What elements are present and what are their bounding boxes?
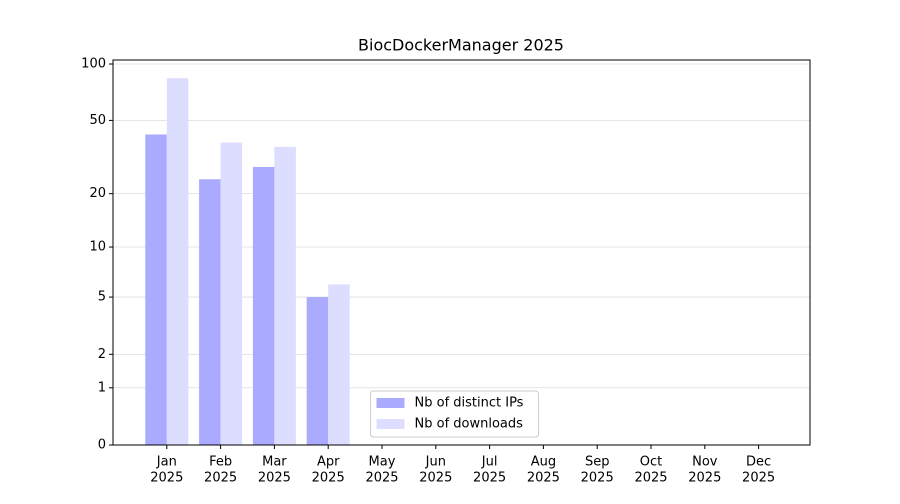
- x-tick-label: 2025: [312, 471, 345, 486]
- x-tick-label: Oct: [640, 455, 662, 470]
- x-tick-label: 2025: [419, 471, 452, 486]
- x-tick-label: Jun: [425, 455, 446, 470]
- x-tick-label: Nov: [692, 455, 718, 470]
- legend-label: Nb of downloads: [415, 417, 524, 432]
- x-tick-label: Mar: [262, 455, 287, 470]
- x-tick-label: Dec: [746, 455, 771, 470]
- legend-label: Nb of distinct IPs: [415, 396, 524, 411]
- x-tick-label: Sep: [585, 455, 610, 470]
- x-tick-label: Feb: [209, 455, 232, 470]
- y-tick-label: 10: [89, 240, 106, 255]
- x-tick-label: Aug: [531, 455, 556, 470]
- y-tick-label: 5: [98, 290, 106, 305]
- y-tick-label: 1: [98, 380, 106, 395]
- bar: [306, 297, 329, 445]
- bar: [274, 146, 296, 445]
- legend-swatch: [376, 419, 405, 429]
- y-tick-label: 100: [81, 56, 106, 71]
- bar: [328, 284, 350, 445]
- bar: [166, 78, 189, 445]
- x-tick-label: 2025: [688, 471, 721, 486]
- y-tick-label: 2: [98, 347, 106, 362]
- y-tick-label: 20: [89, 186, 106, 201]
- y-tick-label: 0: [98, 438, 106, 453]
- x-tick-label: Jul: [481, 455, 498, 470]
- x-tick-label: 2025: [581, 471, 614, 486]
- x-tick-label: Apr: [317, 455, 340, 470]
- bar: [220, 142, 243, 445]
- chart-title: BiocDockerManager 2025: [358, 36, 564, 55]
- x-tick-label: 2025: [634, 471, 667, 486]
- x-tick-label: Jan: [156, 455, 177, 470]
- x-tick-label: 2025: [150, 471, 183, 486]
- bar: [199, 179, 221, 445]
- x-tick-label: 2025: [365, 471, 398, 486]
- x-tick-label: 2025: [527, 471, 560, 486]
- x-tick-label: 2025: [204, 471, 237, 486]
- plot-frame: [112, 59, 811, 446]
- x-tick-label: 2025: [258, 471, 291, 486]
- bar: [252, 167, 275, 445]
- legend-swatch: [376, 398, 405, 408]
- bar: [145, 134, 167, 445]
- x-tick-label: 2025: [742, 471, 775, 486]
- x-tick-label: May: [369, 455, 396, 470]
- x-tick-label: 2025: [473, 471, 506, 486]
- legend-box: [370, 390, 539, 438]
- y-tick-label: 50: [89, 113, 106, 128]
